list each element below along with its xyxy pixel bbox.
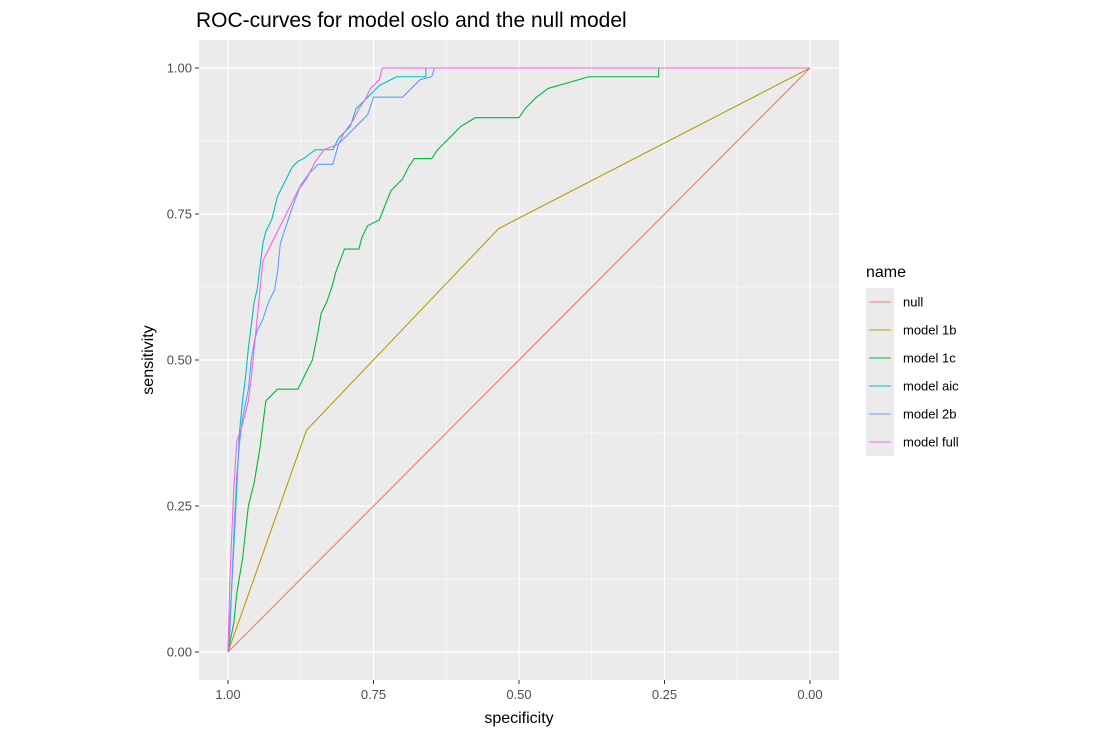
legend-label: model 2b	[903, 407, 956, 422]
x-tick-label: 0.00	[797, 687, 822, 702]
legend-label: null	[903, 295, 923, 310]
series-line-model-aic	[227, 67, 810, 653]
x-tick-label: 0.50	[506, 687, 531, 702]
legend-label: model full	[903, 435, 959, 450]
x-axis: 1.00 0.75 0.50 0.25 0.00	[215, 680, 823, 702]
x-tick-label: 0.25	[652, 687, 677, 702]
series-line-model-1b	[227, 67, 811, 653]
y-tick-label: 0.25	[167, 499, 192, 514]
x-tick-label: 0.75	[361, 687, 386, 702]
legend-label: model aic	[903, 379, 959, 394]
legend-item-model-2b: model 2b	[866, 400, 956, 428]
series-line-model-1c	[227, 67, 810, 653]
series-line-model-full	[227, 67, 810, 653]
y-axis: 0.00 0.25 0.50 0.75 1.00	[167, 61, 199, 660]
y-tick-label: 0.50	[167, 353, 192, 368]
y-axis-title: sensitivity	[140, 325, 157, 394]
series-line-model-2b	[227, 67, 810, 653]
series-lines	[227, 67, 811, 653]
y-tick-label: 0.75	[167, 207, 192, 222]
legend: name null model 1b model 1c model aic model …	[866, 264, 959, 456]
legend-title: name	[866, 264, 906, 281]
x-tick-label: 1.00	[215, 687, 240, 702]
legend-label: model 1c	[903, 351, 956, 366]
y-tick-label: 0.00	[167, 645, 192, 660]
legend-item-model-aic: model aic	[866, 372, 959, 400]
legend-item-model-1b: model 1b	[866, 316, 956, 344]
y-tick-label: 1.00	[167, 61, 192, 76]
chart-title: ROC-curves for model oslo and the null m…	[196, 9, 627, 32]
legend-item-null: null	[866, 288, 923, 316]
legend-label: model 1b	[903, 323, 956, 338]
legend-keys: null model 1b model 1c model aic model 2b mod…	[866, 288, 959, 456]
legend-item-model-full: model full	[866, 428, 959, 456]
x-axis-title: specificity	[484, 710, 553, 727]
legend-item-model-1c: model 1c	[866, 344, 956, 372]
series-line-null	[227, 67, 811, 653]
